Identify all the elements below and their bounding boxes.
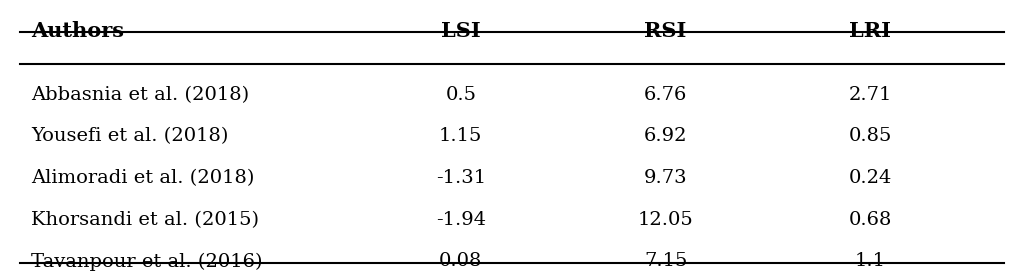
Text: 0.68: 0.68 bbox=[849, 211, 892, 229]
Text: 6.92: 6.92 bbox=[644, 127, 687, 145]
Text: LSI: LSI bbox=[441, 21, 480, 41]
Text: Authors: Authors bbox=[31, 21, 124, 41]
Text: 7.15: 7.15 bbox=[644, 252, 687, 270]
Text: 12.05: 12.05 bbox=[638, 211, 693, 229]
Text: 2.71: 2.71 bbox=[849, 86, 892, 104]
Text: 1.1: 1.1 bbox=[855, 252, 886, 270]
Text: 9.73: 9.73 bbox=[644, 169, 687, 187]
Text: 0.85: 0.85 bbox=[849, 127, 892, 145]
Text: RSI: RSI bbox=[644, 21, 687, 41]
Text: 0.5: 0.5 bbox=[445, 86, 476, 104]
Text: 0.24: 0.24 bbox=[849, 169, 892, 187]
Text: -1.31: -1.31 bbox=[436, 169, 485, 187]
Text: 1.15: 1.15 bbox=[439, 127, 482, 145]
Text: -1.94: -1.94 bbox=[436, 211, 485, 229]
Text: Alimoradi et al. (2018): Alimoradi et al. (2018) bbox=[31, 169, 254, 187]
Text: Yousefi et al. (2018): Yousefi et al. (2018) bbox=[31, 127, 228, 145]
Text: Khorsandi et al. (2015): Khorsandi et al. (2015) bbox=[31, 211, 259, 229]
Text: 0.08: 0.08 bbox=[439, 252, 482, 270]
Text: Abbasnia et al. (2018): Abbasnia et al. (2018) bbox=[31, 86, 249, 104]
Text: LRI: LRI bbox=[849, 21, 892, 41]
Text: Tavanpour et al. (2016): Tavanpour et al. (2016) bbox=[31, 252, 262, 270]
Text: 6.76: 6.76 bbox=[644, 86, 687, 104]
